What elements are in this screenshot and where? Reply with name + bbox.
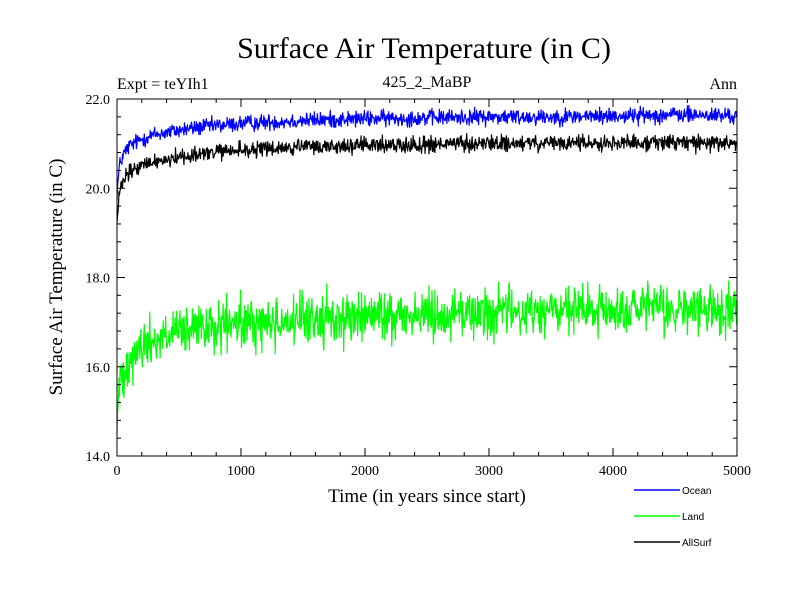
experiment-label: Expt = teYIh1 xyxy=(117,76,209,93)
series-line-allsurf xyxy=(116,132,738,223)
legend-label-land: Land xyxy=(682,512,704,523)
ticks-layer: 0 1000 2000 3000 4000 5000 14.0 16.0 18.0 20.0 22.… xyxy=(86,93,752,479)
legend-label-allsurf: AllSurf xyxy=(682,538,712,549)
season-label: Ann xyxy=(709,76,737,93)
y-axis-label: Surface Air Temperature (in C) xyxy=(46,159,67,396)
series-layer xyxy=(116,104,738,434)
x-axis-label: Time (in years since start) xyxy=(328,486,526,507)
period-label: 425_2_MaBP xyxy=(383,74,472,91)
x-tick-label: 1000 xyxy=(227,464,255,479)
legend-label-ocean: Ocean xyxy=(682,486,711,497)
series-line-land xyxy=(116,280,738,434)
y-tick-label: 16.0 xyxy=(86,361,111,376)
series-line-ocean xyxy=(116,104,738,201)
x-tick-label: 4000 xyxy=(599,464,627,479)
y-tick-label: 14.0 xyxy=(86,450,111,465)
y-tick-label: 22.0 xyxy=(86,93,111,108)
x-tick-label: 5000 xyxy=(723,464,751,479)
x-tick-label: 0 xyxy=(114,464,121,479)
y-tick-label: 18.0 xyxy=(86,272,111,287)
x-tick-label: 2000 xyxy=(351,464,379,479)
x-tick-label: 3000 xyxy=(475,464,503,479)
legend: Ocean Land AllSurf xyxy=(634,486,712,549)
y-tick-label: 20.0 xyxy=(86,182,111,197)
chart-title: Surface Air Temperature (in C) xyxy=(237,32,611,65)
